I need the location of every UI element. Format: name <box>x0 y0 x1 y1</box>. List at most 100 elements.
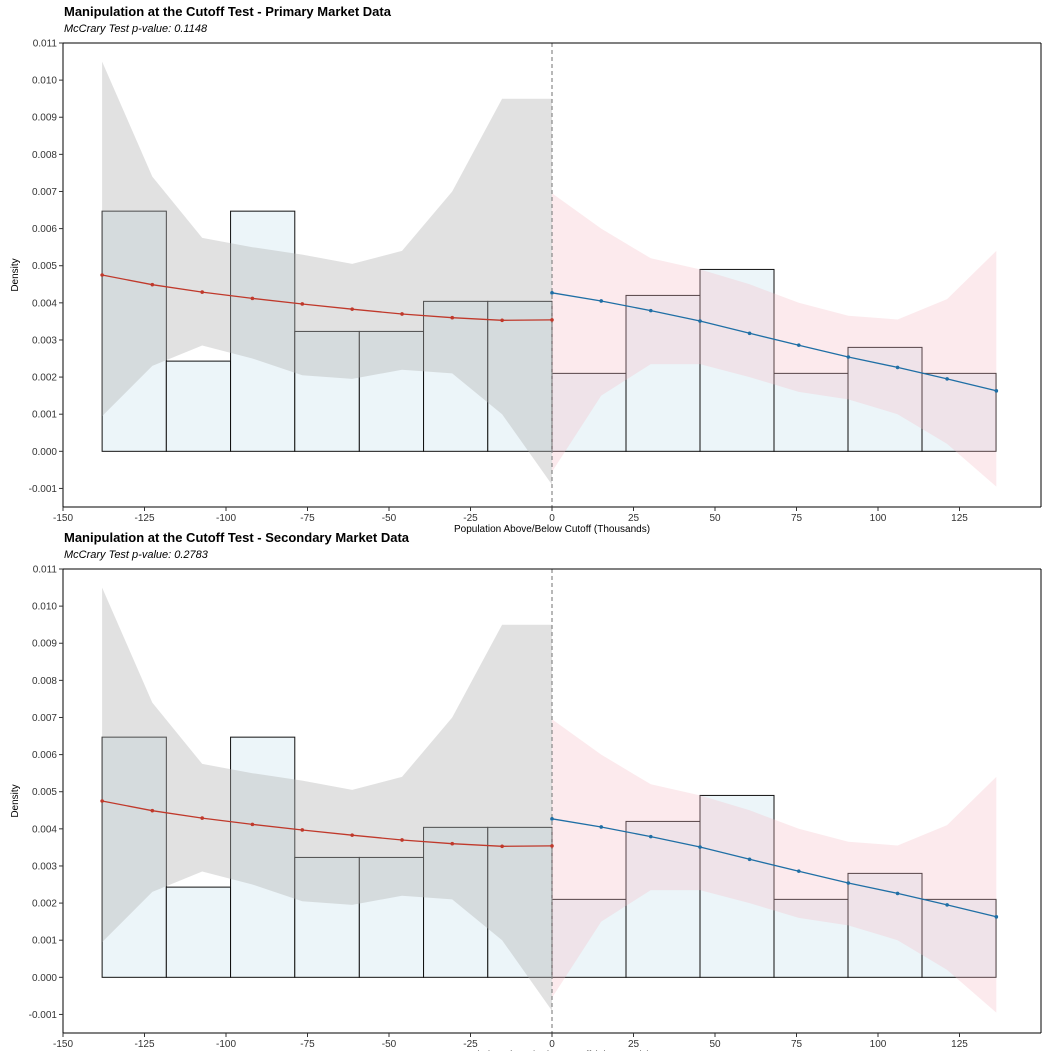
x-tick-label: 50 <box>709 1039 721 1050</box>
x-tick-label: 50 <box>709 513 721 524</box>
histogram-bar <box>625 294 701 452</box>
chart-subtitle: McCrary Test p-value: 0.1148 <box>64 23 208 35</box>
x-tick-label: -100 <box>216 1039 236 1050</box>
right-density-point <box>550 817 554 821</box>
left-density-point <box>350 307 354 311</box>
right-density-line <box>551 818 997 918</box>
left-density-point <box>500 844 504 849</box>
x-tick-label: -100 <box>216 513 236 524</box>
y-tick-label: 0.011 <box>33 39 58 50</box>
left-density-point <box>300 302 305 306</box>
left-density-point <box>500 318 504 323</box>
y-tick-label: 0.001 <box>32 410 57 421</box>
left-density-point <box>350 833 354 837</box>
left-density-point <box>550 318 554 322</box>
left-density-line <box>101 274 553 321</box>
right-density-point <box>945 377 949 381</box>
x-tick-label: -75 <box>300 1039 315 1050</box>
y-tick-label: -0.001 <box>29 484 58 495</box>
x-tick-label: 100 <box>870 1039 887 1050</box>
y-tick-label: 0.005 <box>32 261 57 272</box>
right-density-point <box>796 343 801 347</box>
histogram-bar <box>358 330 425 452</box>
histogram-bar <box>101 210 167 452</box>
right-density-point <box>648 834 653 839</box>
histogram-bar <box>487 300 553 452</box>
right-density-point <box>550 291 554 295</box>
y-tick-label: 0.000 <box>32 447 57 458</box>
y-axis-title: Density <box>10 784 21 817</box>
histogram-bar <box>625 820 701 978</box>
y-tick-label: 0.001 <box>32 936 57 947</box>
left-density-point <box>200 816 205 820</box>
right-density-point <box>994 389 999 393</box>
y-tick-label: 0.002 <box>32 899 57 910</box>
y-axis-title: Density <box>10 258 21 291</box>
right-density-point <box>648 308 653 313</box>
y-tick-label: 0.010 <box>32 602 57 613</box>
left-density-point <box>150 282 155 287</box>
right-density-point <box>846 881 851 885</box>
y-tick-label: -0.001 <box>29 1010 58 1021</box>
histogram-bar <box>921 898 997 978</box>
histogram-bar <box>699 268 775 452</box>
right-density-point <box>895 365 900 370</box>
histogram-bar <box>165 360 232 452</box>
x-tick-label: -75 <box>300 513 315 524</box>
x-tick-label: 125 <box>951 513 968 524</box>
left-density-point <box>300 828 305 832</box>
histogram-bar <box>551 372 627 452</box>
right-density-point <box>747 331 752 336</box>
x-tick-label: -125 <box>134 513 154 524</box>
y-tick-label: 0.009 <box>32 113 57 124</box>
right-density-line <box>551 292 997 392</box>
y-tick-label: 0.010 <box>32 76 57 87</box>
left-density-point <box>400 838 404 842</box>
x-tick-label: 25 <box>628 513 640 524</box>
right-confidence-band <box>552 719 997 1013</box>
y-tick-label: 0.003 <box>32 335 57 346</box>
histogram-bar <box>423 826 489 978</box>
plot-area: -0.001 0.000 0.001 0.002 0.003 0.004 0.005 0.00… <box>10 39 1042 535</box>
left-density-point <box>550 844 554 848</box>
right-density-point <box>599 299 604 303</box>
y-tick-label: 0.006 <box>32 224 57 235</box>
right-density-point <box>698 319 702 323</box>
right-density-point <box>994 915 999 919</box>
histogram-bar <box>294 330 360 452</box>
x-tick-label: 25 <box>628 1039 640 1050</box>
left-density-point <box>150 808 155 813</box>
histogram-bar <box>487 826 553 978</box>
y-tick-label: 0.007 <box>32 187 57 198</box>
chart-subtitle: McCrary Test p-value: 0.2783 <box>64 549 208 561</box>
x-tick-label: 125 <box>951 1039 968 1050</box>
y-tick-label: 0.008 <box>32 150 57 161</box>
left-confidence-band <box>102 61 552 485</box>
left-confidence-band <box>102 587 552 1011</box>
x-tick-label: 75 <box>791 513 803 524</box>
histogram-bar <box>101 736 167 978</box>
x-tick-label: -50 <box>382 1039 397 1050</box>
histogram-bar <box>773 898 849 978</box>
right-density-point <box>747 857 752 862</box>
right-confidence-band <box>552 193 997 487</box>
left-density-point <box>100 273 104 277</box>
x-tick-label: -125 <box>134 1039 154 1050</box>
y-tick-label: 0.009 <box>32 639 57 650</box>
histogram-bar <box>921 372 997 452</box>
right-density-point <box>796 869 801 873</box>
left-density-point <box>250 296 255 301</box>
y-tick-label: 0.002 <box>32 373 57 384</box>
histogram-bar <box>358 856 425 978</box>
right-density-point <box>846 355 851 359</box>
y-tick-label: 0.005 <box>32 787 57 798</box>
x-tick-label: 0 <box>549 1039 555 1050</box>
histogram-bar <box>165 886 232 978</box>
right-density-point <box>599 825 604 829</box>
histogram-bar <box>699 794 775 978</box>
right-density-point <box>895 891 900 896</box>
x-tick-label: 0 <box>549 513 555 524</box>
y-tick-label: 0.008 <box>32 676 57 687</box>
chart-title: Manipulation at the Cutoff Test - Second… <box>64 530 410 545</box>
